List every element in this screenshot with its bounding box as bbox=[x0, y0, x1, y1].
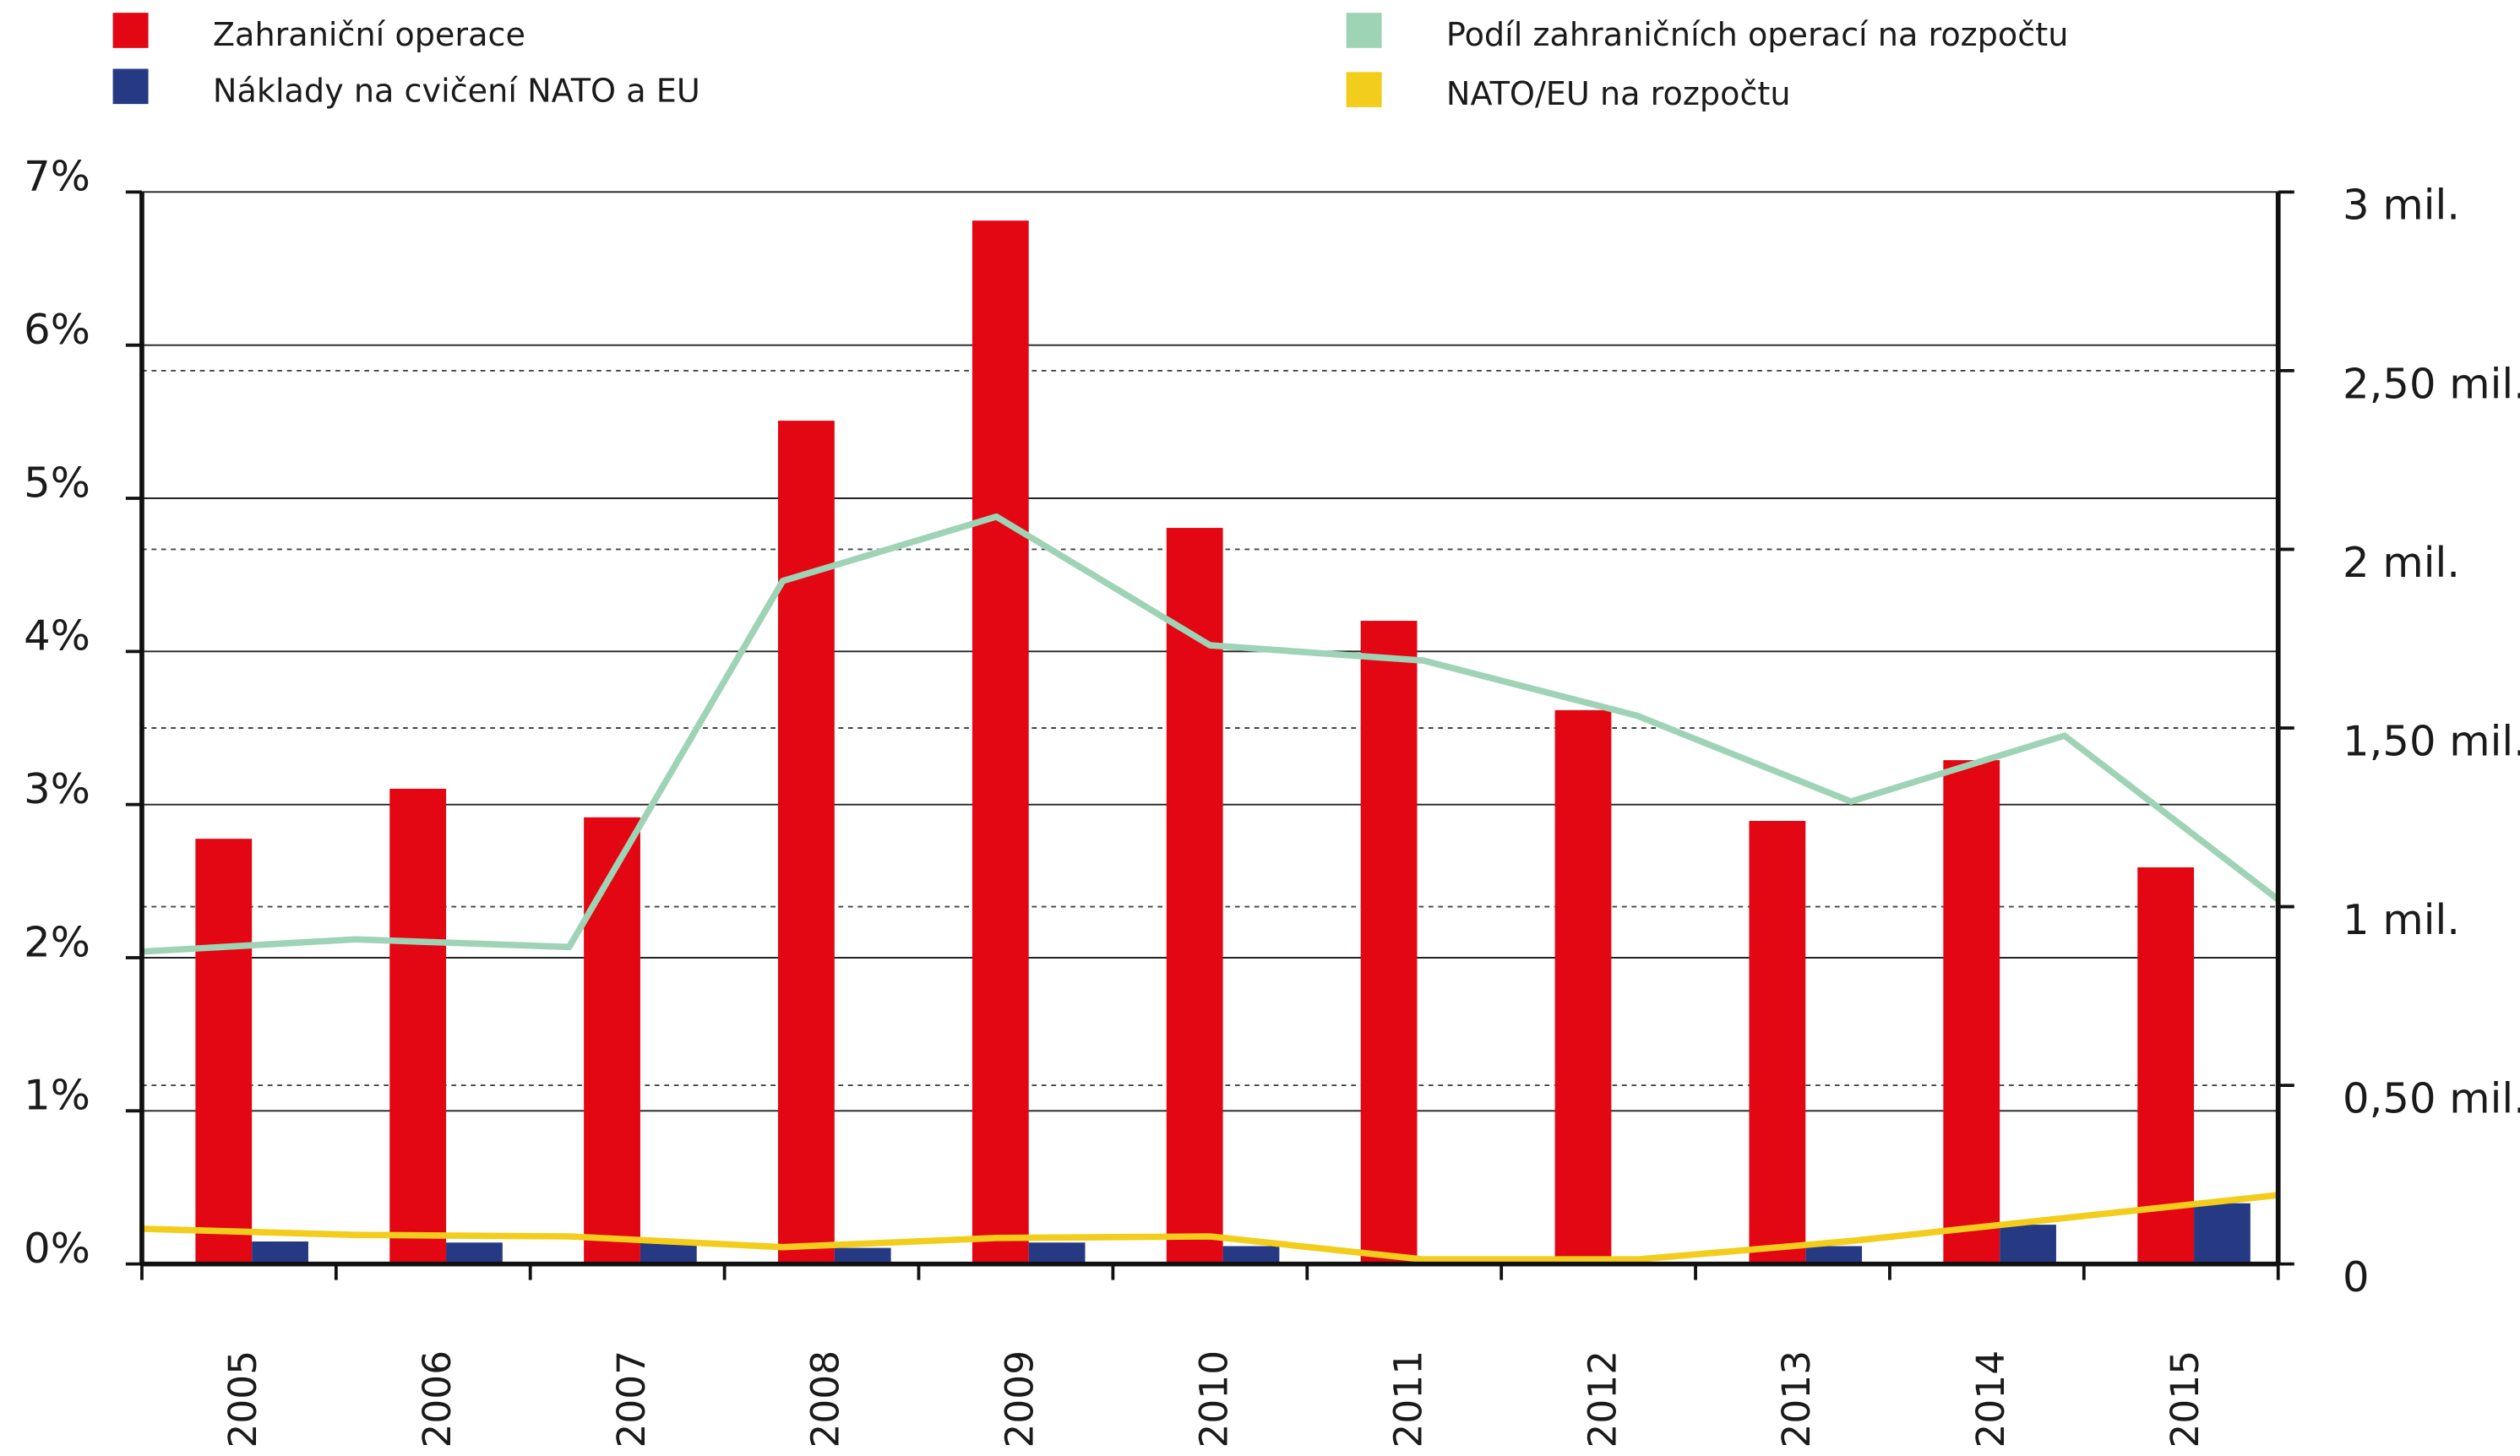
y2-tick-label: 1,50 mil. bbox=[2343, 717, 2520, 766]
bar bbox=[2194, 1203, 2251, 1264]
y-tick-label: 4% bbox=[24, 611, 90, 660]
bar bbox=[834, 1247, 891, 1264]
bar bbox=[972, 220, 1029, 1264]
line bbox=[141, 513, 2281, 955]
bar bbox=[446, 1242, 503, 1264]
y-tick-label: 0% bbox=[24, 1224, 90, 1273]
y-tick-label: 5% bbox=[24, 458, 90, 507]
y-tick-label: 1% bbox=[24, 1071, 90, 1120]
line bbox=[141, 1192, 2279, 1263]
bar bbox=[1028, 1242, 1086, 1264]
bar bbox=[778, 421, 835, 1264]
y2-tick-label: 3 mil. bbox=[2343, 181, 2460, 230]
bar bbox=[1166, 528, 1223, 1264]
bar bbox=[1360, 621, 1418, 1264]
x-tick-label: 2006 bbox=[415, 1350, 460, 1448]
bar bbox=[389, 788, 447, 1264]
x-tick-label: 2013 bbox=[1774, 1350, 1819, 1448]
bar bbox=[2137, 867, 2195, 1264]
y2-tick-label: 0,50 mil. bbox=[2343, 1074, 2520, 1123]
bar bbox=[2000, 1225, 2056, 1264]
legend-label: NATO/EU na rozpočtu bbox=[1446, 75, 1791, 112]
legend-label: Zahraniční operace bbox=[213, 16, 525, 53]
y-tick-label: 2% bbox=[24, 917, 90, 966]
legend-swatch bbox=[1346, 13, 1382, 48]
bar bbox=[195, 839, 253, 1264]
x-tick-label: 2014 bbox=[1968, 1350, 2013, 1448]
bar bbox=[1943, 760, 2000, 1264]
y2-tick-label: 0 bbox=[2343, 1252, 2370, 1301]
bar bbox=[252, 1241, 308, 1264]
bar bbox=[1222, 1246, 1280, 1264]
legend-swatch bbox=[1346, 72, 1382, 107]
legend-swatch bbox=[112, 68, 149, 105]
bar bbox=[640, 1242, 697, 1264]
x-tick-label: 2005 bbox=[220, 1350, 265, 1448]
x-tick-label: 2009 bbox=[997, 1350, 1042, 1448]
x-tick-label: 2008 bbox=[803, 1350, 848, 1448]
x-tick-label: 2015 bbox=[2163, 1350, 2207, 1448]
x-tick-label: 2010 bbox=[1191, 1350, 1236, 1448]
y-tick-label: 7% bbox=[24, 152, 90, 201]
x-tick-label: 2011 bbox=[1385, 1350, 1430, 1448]
legend-label: Podíl zahraničních operací na rozpočtu bbox=[1446, 16, 2068, 53]
y2-tick-label: 2 mil. bbox=[2343, 538, 2460, 587]
y-tick-label: 3% bbox=[24, 764, 90, 813]
legend-swatch bbox=[112, 13, 149, 48]
bar bbox=[1749, 821, 1806, 1264]
legend-label: Náklady na cvičení NATO a EU bbox=[213, 72, 700, 109]
x-tick-label: 2012 bbox=[1580, 1350, 1625, 1448]
bar bbox=[1805, 1246, 1863, 1264]
y-tick-label: 6% bbox=[24, 305, 90, 354]
y2-tick-label: 1 mil. bbox=[2343, 895, 2460, 944]
y2-tick-label: 2,50 mil. bbox=[2343, 359, 2520, 408]
x-tick-label: 2007 bbox=[609, 1350, 654, 1448]
bar bbox=[584, 817, 640, 1264]
bar bbox=[1554, 709, 1612, 1264]
